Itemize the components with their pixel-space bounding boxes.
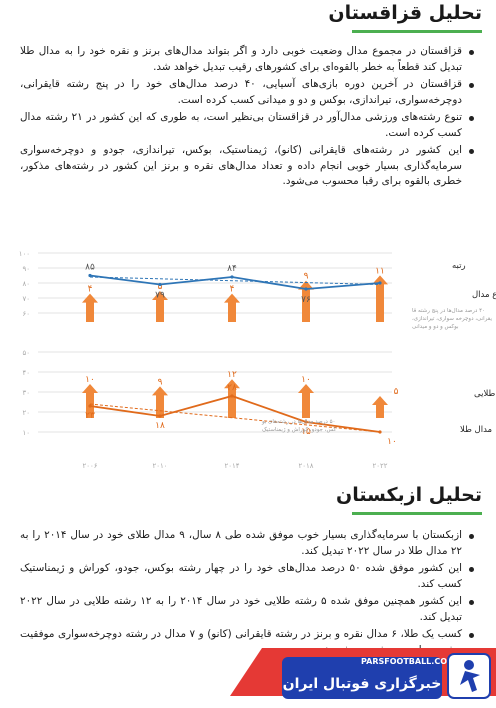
x-tick-label: ۲۰۱۸ — [298, 462, 313, 470]
total-medal-label: ۸۴ — [227, 264, 237, 274]
watermark-blue-box — [282, 657, 442, 699]
kazakhstan-bullet: قزاقستان در آخرین دوره بازی‌های آسیایی، … — [20, 77, 474, 108]
gold-discipline-point — [230, 394, 234, 398]
gold-discipline-label: ۲۸ — [227, 383, 237, 393]
y-tick-label: ۲۰ — [22, 409, 30, 417]
watermark-svg: PARSFOOTBALL.COM خبرگزاری فوتبال ایران — [230, 648, 496, 699]
total-medal-point — [230, 275, 234, 279]
top-annotation: یقرانی، دوچرخه سواری، تیراندازی، — [412, 316, 493, 322]
total-medal-label: ۷۶ — [301, 295, 311, 305]
kazakhstan-header: تحلیل قزاقستان — [0, 0, 496, 38]
uzbekistan-bullet: این کشور همچنین موفق شده ۵ رشته طلایی خو… — [20, 594, 474, 625]
title-underline — [352, 30, 482, 33]
gold-discipline-trendline — [89, 403, 381, 433]
rank-arrow — [224, 293, 240, 322]
uzbekistan-bullets: ازبکستان با سرمایه‌گذاری بسیار خوب موفق … — [20, 528, 476, 660]
kazakhstan-bullet: قزاقستان در مجموع مدال وضعیت خوبی دارد و… — [20, 44, 474, 75]
total-medal-label: ۸۵ — [85, 263, 95, 273]
series-label-rank: رتبه — [452, 261, 466, 271]
y-tick-label: ۱۰ — [22, 429, 30, 437]
gold-medal-count-label: ۵ — [394, 387, 399, 397]
uzbekistan-title: تحلیل ازبکستان — [336, 484, 482, 506]
y-tick-label: ۱۰۰ — [19, 250, 30, 258]
gold-discipline-label: ۱۵ — [301, 427, 311, 437]
rank-arrow — [298, 280, 314, 322]
y-tick-label: ۶۰ — [22, 310, 30, 318]
gold-medal-count-label: ۱۲ — [227, 370, 237, 380]
total-medal-point — [304, 287, 308, 291]
gold-discipline-point — [378, 430, 382, 434]
series-label-total: مجموع مدال — [472, 290, 496, 300]
gold-discipline-point — [304, 420, 308, 424]
gold-medal-arrow — [298, 384, 314, 418]
y-tick-label: ۷۰ — [22, 295, 30, 303]
logo-head-icon — [464, 660, 474, 670]
gold-medal-count-label: ۱۰ — [85, 375, 95, 385]
logo-body-icon — [460, 671, 480, 692]
top-annotation: ۴۰ درصد مدال‌ها در پنج رشته قا — [412, 308, 485, 314]
uzbekistan-header: تحلیل ازبکستان — [0, 482, 496, 520]
gold-medal-arrow — [224, 379, 240, 418]
rank-label: ۴ — [230, 285, 235, 295]
rank-arrow — [372, 275, 388, 322]
bottom-annotation: کس، جودو، کوراش و ژیمناستیک — [262, 426, 336, 433]
rank-label: ۴ — [88, 285, 93, 295]
rank-arrow — [152, 291, 168, 322]
total-medal-trendline — [89, 276, 381, 285]
x-tick-label: ۲۰۱۴ — [224, 462, 239, 470]
series-label-gold-disciplines: رشته‌های طلایی — [474, 389, 496, 399]
gold-discipline-label: ۲۳ — [85, 411, 95, 421]
watermark-site: PARSFOOTBALL.COM — [361, 657, 455, 666]
y-tick-label: ۸۰ — [22, 280, 30, 288]
uzbekistan-bullet: ازبکستان با سرمایه‌گذاری بسیار خوب موفق … — [20, 528, 474, 559]
kazakhstan-bullets: قزاقستان در مجموع مدال وضعیت خوبی دارد و… — [20, 44, 476, 192]
total-medal-point — [88, 273, 92, 278]
series-label-gold-medals: مدال طلا — [460, 425, 492, 435]
rank-label: ۵ — [158, 282, 163, 292]
y-tick-label: ۴۰ — [22, 369, 30, 377]
x-tick-label: ۲۰۱۰ — [152, 462, 167, 470]
gold-medal-arrow — [152, 386, 168, 418]
gold-discipline-point — [88, 404, 92, 408]
kazakhstan-bullet: تنوع رشته‌های ورزشی مدال‌آور در قزاقستان… — [20, 110, 474, 141]
bottom-annotation: ۵۰ درصد مدال‌ها در رشته‌های بو — [261, 419, 336, 425]
gold-medal-arrow — [372, 396, 388, 418]
total-medal-point — [378, 281, 382, 285]
y-tick-label: ۳۰ — [22, 389, 30, 397]
kazakhstan-bullet: این کشور در رشته‌های قایقرانی (کانو)، ژی… — [20, 143, 474, 190]
x-tick-label: ۲۰۲۲ — [372, 462, 387, 470]
title-underline — [352, 512, 482, 515]
gold-discipline-label: ۱۰ — [387, 437, 397, 447]
gold-discipline-point — [158, 414, 162, 418]
total-medal-line — [89, 274, 381, 290]
total-medal-point — [158, 282, 162, 287]
total-medal-label: ۷۹ — [155, 291, 165, 301]
rank-label: ۱۱ — [375, 266, 385, 276]
x-tick-label: ۲۰۰۶ — [82, 462, 97, 470]
watermark-band: PARSFOOTBALL.COM خبرگزاری فوتبال ایران — [0, 640, 496, 704]
uzbekistan-bullet: این کشور موفق شده ۵۰ درصد مدال‌های خود ر… — [20, 561, 474, 592]
kazakhstan-title: تحلیل قزاقستان — [328, 2, 482, 24]
gold-discipline-label: ۱۸ — [155, 421, 165, 431]
top-annotation: بوکس و دو و میدانی — [412, 323, 459, 330]
gold-medal-count-label: ۹ — [158, 377, 163, 387]
rank-label: ۹ — [304, 272, 309, 282]
y-tick-label: ۵۰ — [22, 349, 30, 357]
gold-medal-count-label: ۱۰ — [301, 375, 311, 385]
rank-arrow — [82, 293, 98, 322]
y-tick-label: ۹۰ — [22, 265, 30, 273]
watermark-brand: خبرگزاری فوتبال ایران — [283, 675, 442, 692]
gold-medal-arrow — [82, 384, 98, 418]
